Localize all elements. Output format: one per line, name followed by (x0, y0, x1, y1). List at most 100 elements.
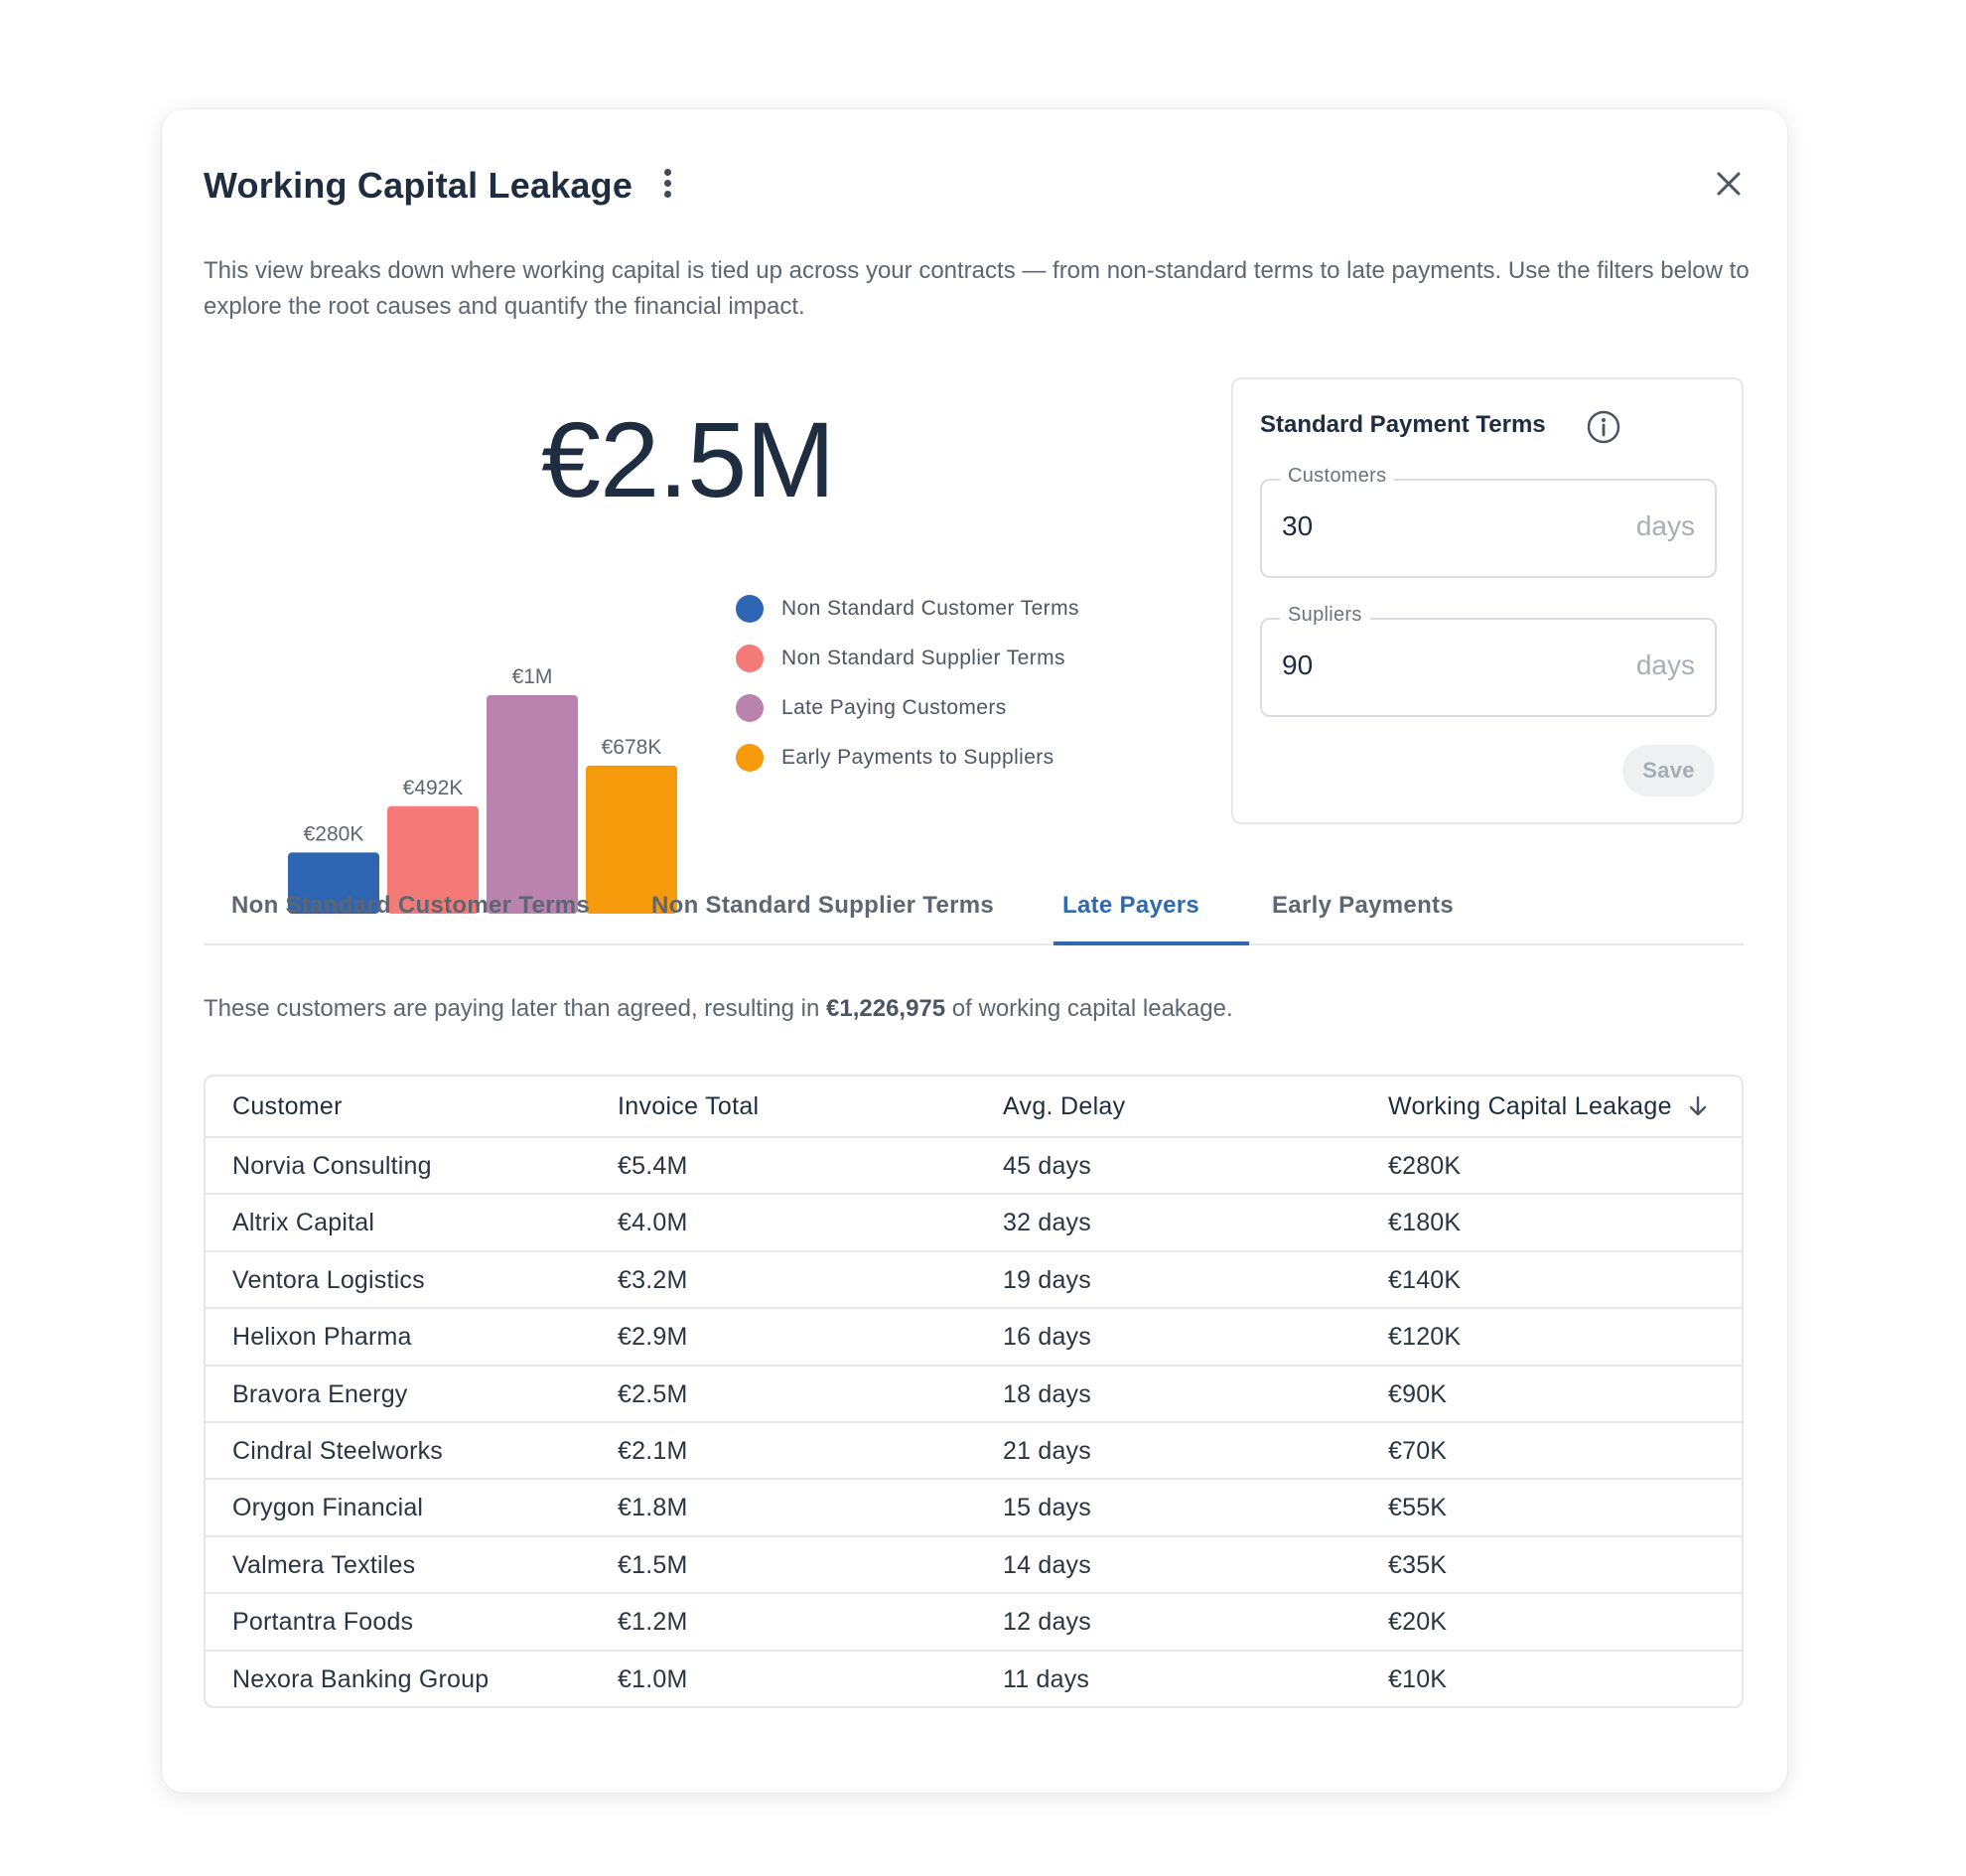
cell-customer: Helixon Pharma (232, 1323, 412, 1352)
bar-1[interactable] (387, 805, 479, 914)
legend-swatch (736, 595, 764, 623)
table-row[interactable]: Ventora Logistics €3.2M 19 days €140K (206, 1252, 1742, 1310)
summary-prefix: These customers are paying later than ag… (204, 995, 827, 1022)
legend-item: Non Standard Customer Terms (736, 584, 1079, 634)
sort-descending-icon[interactable] (1687, 1094, 1709, 1118)
tab-early-payments[interactable]: Early Payments (1272, 892, 1454, 919)
tab-non-standard-supplier-terms[interactable]: Non Standard Supplier Terms (651, 892, 995, 919)
legend-swatch (736, 694, 764, 722)
cell-customer: Orygon Financial (232, 1494, 424, 1522)
table-body: Norvia Consulting €5.4M 45 days €280K Altrix… (206, 1138, 1742, 1706)
column-header-leakage[interactable]: Working Capital Leakage (1388, 1092, 1709, 1121)
bar-3[interactable] (586, 765, 677, 914)
info-icon[interactable] (1586, 409, 1621, 445)
cell-avg-delay: 14 days (1003, 1550, 1091, 1579)
tab-non-standard-customer-terms[interactable]: Non Standard Customer Terms (231, 892, 591, 919)
suppliers-field-label: Supliers (1280, 604, 1370, 627)
customers-terms-field[interactable]: Customers 30 days (1260, 465, 1717, 578)
column-header-invoice-total[interactable]: Invoice Total (618, 1092, 760, 1120)
late-payers-table: Customer Invoice Total Avg. Delay Workin… (204, 1075, 1744, 1708)
cell-leakage: €180K (1388, 1209, 1462, 1237)
cell-invoice-total: €1.5M (618, 1550, 688, 1579)
save-button[interactable]: Save (1622, 745, 1715, 796)
customers-days-suffix: days (1635, 510, 1695, 541)
dialog-header: Working Capital Leakage (204, 159, 1746, 218)
cell-avg-delay: 16 days (1003, 1323, 1091, 1352)
leakage-tabs: Non Standard Customer Terms Non Standard… (204, 874, 1744, 945)
cell-avg-delay: 21 days (1003, 1436, 1091, 1465)
column-header-avg-delay[interactable]: Avg. Delay (1003, 1092, 1126, 1120)
cell-customer: Nexora Banking Group (232, 1664, 490, 1693)
legend-swatch (736, 744, 764, 772)
table-row[interactable]: Altrix Capital €4.0M 32 days €180K (206, 1195, 1742, 1252)
legend-label: Early Payments to Suppliers (781, 746, 1054, 769)
cell-invoice-total: €5.4M (618, 1152, 688, 1180)
bar-data-label: €492K (403, 777, 464, 799)
cell-leakage: €140K (1388, 1265, 1462, 1294)
suppliers-days-suffix: days (1635, 649, 1695, 680)
bar-0[interactable] (288, 852, 379, 914)
leakage-bar-chart: €280K €492K €1M €678K (288, 665, 677, 914)
close-icon[interactable] (1709, 164, 1749, 204)
standard-payment-terms-panel: Standard Payment Terms Customers 30 days… (1231, 377, 1744, 824)
cell-leakage: €70K (1388, 1436, 1448, 1465)
cell-leakage: €120K (1388, 1323, 1462, 1352)
cell-customer: Bravora Energy (232, 1379, 408, 1408)
cell-invoice-total: €2.5M (618, 1379, 688, 1408)
table-header: Customer Invoice Total Avg. Delay Workin… (206, 1077, 1742, 1138)
late-payers-summary: These customers are paying later than ag… (204, 995, 1233, 1023)
bar-data-label: €678K (602, 736, 662, 759)
cell-leakage: €280K (1388, 1152, 1462, 1180)
cell-customer: Valmera Textiles (232, 1550, 416, 1579)
legend-label: Late Paying Customers (781, 696, 1007, 719)
suppliers-days-value[interactable]: 90 (1282, 649, 1314, 680)
cell-customer: Cindral Steelworks (232, 1436, 444, 1465)
legend-item: Late Paying Customers (736, 683, 1079, 733)
terms-title: Standard Payment Terms (1260, 411, 1546, 438)
cell-invoice-total: €1.0M (618, 1664, 688, 1693)
table-row[interactable]: Norvia Consulting €5.4M 45 days €280K (206, 1138, 1742, 1196)
tab-late-payers[interactable]: Late Payers (1062, 892, 1200, 919)
cell-customer: Ventora Logistics (232, 1265, 425, 1294)
cell-leakage: €90K (1388, 1379, 1448, 1408)
dialog-description: This view breaks down where working capi… (204, 257, 1750, 320)
cell-invoice-total: €1.2M (618, 1608, 688, 1637)
table-row[interactable]: Bravora Energy €2.5M 18 days €90K (206, 1367, 1742, 1423)
summary-suffix: of working capital leakage. (945, 995, 1233, 1022)
more-options-icon[interactable] (655, 169, 679, 205)
total-leakage-value: €2.5M (541, 399, 835, 519)
cell-invoice-total: €2.1M (618, 1436, 688, 1465)
legend-item: Early Payments to Suppliers (736, 733, 1079, 783)
chart-legend: Non Standard Customer Terms Non Standard … (736, 584, 1079, 783)
cell-avg-delay: 11 days (1003, 1664, 1090, 1693)
cell-avg-delay: 32 days (1003, 1209, 1091, 1237)
customers-field-label: Customers (1280, 465, 1395, 488)
legend-swatch (736, 645, 764, 672)
bar-2[interactable] (487, 695, 578, 914)
customers-days-value[interactable]: 30 (1282, 510, 1314, 541)
cell-avg-delay: 15 days (1003, 1494, 1091, 1522)
cell-leakage: €35K (1388, 1550, 1448, 1579)
table-row[interactable]: Helixon Pharma €2.9M 16 days €120K (206, 1309, 1742, 1367)
cell-avg-delay: 45 days (1003, 1152, 1091, 1180)
cell-leakage: €55K (1388, 1494, 1448, 1522)
cell-avg-delay: 18 days (1003, 1379, 1091, 1408)
active-tab-indicator (1053, 941, 1249, 945)
working-capital-dialog: Working Capital Leakage This view breaks… (162, 109, 1787, 1793)
table-row[interactable]: Valmera Textiles €1.5M 14 days €35K (206, 1537, 1742, 1595)
cell-leakage: €10K (1388, 1664, 1448, 1693)
bar-data-label: €1M (512, 665, 553, 688)
table-row[interactable]: Orygon Financial €1.8M 15 days €55K (206, 1480, 1742, 1537)
table-row[interactable]: Portantra Foods €1.2M 12 days €20K (206, 1594, 1742, 1652)
table-row[interactable]: Nexora Banking Group €1.0M 11 days €10K (206, 1652, 1742, 1706)
cell-invoice-total: €2.9M (618, 1323, 688, 1352)
cell-invoice-total: €3.2M (618, 1265, 688, 1294)
cell-invoice-total: €1.8M (618, 1494, 688, 1522)
column-header-customer[interactable]: Customer (232, 1092, 343, 1120)
cell-avg-delay: 12 days (1003, 1608, 1091, 1637)
bar-data-label: €280K (304, 822, 364, 845)
suppliers-terms-field[interactable]: Supliers 90 days (1260, 604, 1717, 717)
cell-customer: Norvia Consulting (232, 1152, 432, 1180)
table-row[interactable]: Cindral Steelworks €2.1M 21 days €70K (206, 1423, 1742, 1481)
summary-amount: €1,226,975 (826, 995, 946, 1022)
